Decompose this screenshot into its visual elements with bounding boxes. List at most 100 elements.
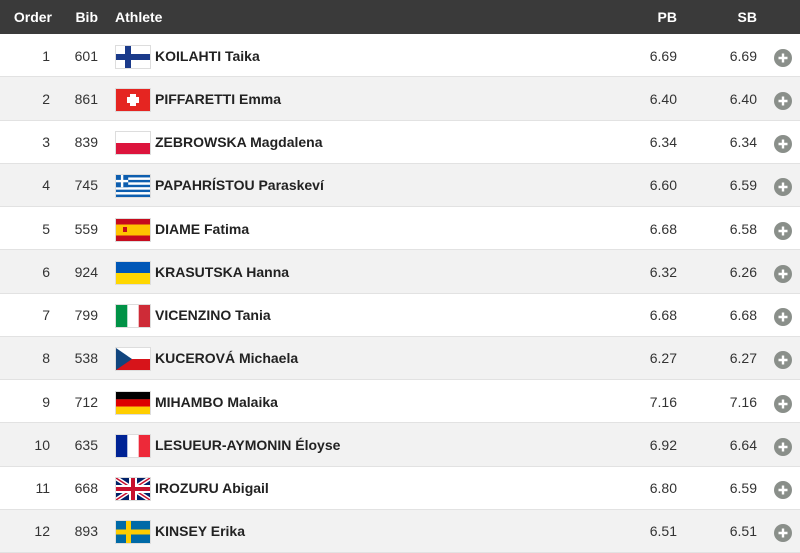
order-cell: 12 — [34, 523, 50, 540]
pb-cell: 6.40 — [649, 90, 677, 107]
flag-part — [116, 305, 128, 328]
flag-part — [116, 359, 150, 371]
expand-icon-plus — [778, 139, 788, 149]
header-bib: Bib — [75, 9, 98, 25]
expand-button[interactable] — [773, 48, 793, 68]
flag-part — [127, 96, 139, 103]
sb-cell: 6.34 — [729, 134, 757, 151]
athlete-name: KOILAHTI Taika — [155, 47, 260, 64]
header-athlete: Athlete — [115, 9, 163, 25]
table-row: 10 635 LESUEUR-AYMONIN Éloyse 6.92 6.64 — [0, 423, 800, 467]
pb-cell: 6.60 — [649, 177, 677, 194]
order-cell: 10 — [34, 436, 50, 453]
table-row: 5 559 DIAME Fatima 6.68 6.58 — [0, 207, 800, 251]
order-cell: 1 — [42, 47, 50, 64]
country-flag — [115, 174, 151, 199]
athlete-name: KRASUTSKA Hanna — [155, 263, 290, 280]
flag-part — [116, 348, 150, 360]
sb-cell: 6.59 — [729, 177, 757, 194]
athlete-name: IROZURU Abigail — [155, 480, 269, 497]
athlete-name: KINSEY Erika — [155, 523, 246, 540]
expand-button[interactable] — [773, 480, 793, 500]
order-cell: 7 — [42, 307, 50, 324]
flag-part — [123, 226, 127, 232]
flag-part — [116, 194, 150, 198]
athlete-name: PIFFARETTI Emma — [155, 90, 282, 107]
flag-part — [116, 391, 150, 400]
table-row: 11 668 IROZURU Abigail 6.80 6.59 — [0, 466, 800, 510]
table-row: 4 745 PAPAHRÍSTOU Paraskeví 6.60 6.59 — [0, 163, 800, 207]
flag-part — [116, 406, 150, 414]
order-cell: 5 — [42, 220, 50, 237]
sb-cell: 6.69 — [729, 47, 757, 64]
order-cell: 8 — [42, 350, 50, 367]
expand-icon-plus — [778, 182, 788, 192]
order-cell: 2 — [42, 90, 50, 107]
expand-button[interactable] — [773, 523, 793, 543]
country-flag — [115, 131, 151, 156]
sb-cell: 6.26 — [729, 263, 757, 280]
bib-cell: 559 — [74, 220, 98, 237]
expand-button[interactable] — [773, 350, 793, 370]
expand-icon-plus — [778, 53, 788, 63]
flag-part — [116, 177, 150, 181]
country-flag — [115, 44, 151, 69]
athlete-name: VICENZINO Tania — [155, 307, 271, 324]
sb-cell: 6.51 — [729, 523, 757, 540]
sb-cell: 6.40 — [729, 90, 757, 107]
athlete-name: PAPAHRÍSTOU Paraskeví — [155, 177, 324, 194]
expand-button[interactable] — [773, 221, 793, 241]
expand-button[interactable] — [773, 437, 793, 457]
flag-part — [116, 143, 150, 155]
bib-cell: 635 — [74, 436, 98, 453]
flag-part — [116, 272, 150, 284]
expand-button[interactable] — [773, 307, 793, 327]
table-row: 2 861 PIFFARETTI Emma 6.40 6.40 — [0, 77, 800, 121]
flag-part — [116, 182, 150, 186]
bib-cell: 893 — [74, 523, 98, 540]
pb-cell: 6.80 — [649, 480, 677, 497]
flag-part — [127, 305, 139, 328]
order-cell: 9 — [42, 393, 50, 410]
athlete-name: KUCEROVÁ Michaela — [155, 350, 299, 367]
bib-cell: 861 — [74, 90, 98, 107]
pb-cell: 6.92 — [649, 436, 677, 453]
flag-part — [116, 185, 150, 188]
expand-icon-plus — [778, 442, 788, 452]
expand-icon-plus — [778, 485, 788, 495]
header-sb: SB — [737, 9, 757, 25]
flag-part — [127, 434, 139, 457]
sb-cell: 7.16 — [729, 393, 757, 410]
expand-button[interactable] — [773, 264, 793, 284]
table-row: 12 893 KINSEY Erika 6.51 6.51 — [0, 509, 800, 553]
expand-button[interactable] — [773, 394, 793, 414]
flag-part — [116, 261, 150, 273]
bib-cell: 538 — [74, 350, 98, 367]
table-row: 9 712 MIHAMBO Malaika 7.16 7.16 — [0, 380, 800, 424]
expand-button[interactable] — [773, 91, 793, 111]
expand-icon-plus — [778, 355, 788, 365]
flag-part — [116, 434, 128, 457]
expand-button[interactable] — [773, 134, 793, 154]
table-row: 6 924 KRASUTSKA Hanna 6.32 6.26 — [0, 250, 800, 294]
expand-icon-plus — [778, 269, 788, 279]
header-pb: PB — [657, 9, 677, 25]
header-row: Order Bib Athlete PB SB — [0, 0, 800, 34]
flag-part — [116, 398, 150, 407]
flag-part — [138, 434, 150, 457]
athlete-name: ZEBROWSKA Magdalena — [155, 134, 323, 151]
expand-icon-plus — [778, 528, 788, 538]
country-flag — [115, 433, 151, 458]
bib-cell: 712 — [74, 393, 98, 410]
sb-cell: 6.27 — [729, 350, 757, 367]
flag-part — [116, 180, 129, 183]
country-flag — [115, 87, 151, 112]
bib-cell: 745 — [74, 177, 98, 194]
country-flag — [115, 390, 151, 415]
country-flag — [115, 217, 151, 242]
country-flag — [115, 304, 151, 329]
bib-cell: 799 — [74, 307, 98, 324]
expand-button[interactable] — [773, 177, 793, 197]
country-flag — [115, 477, 151, 502]
